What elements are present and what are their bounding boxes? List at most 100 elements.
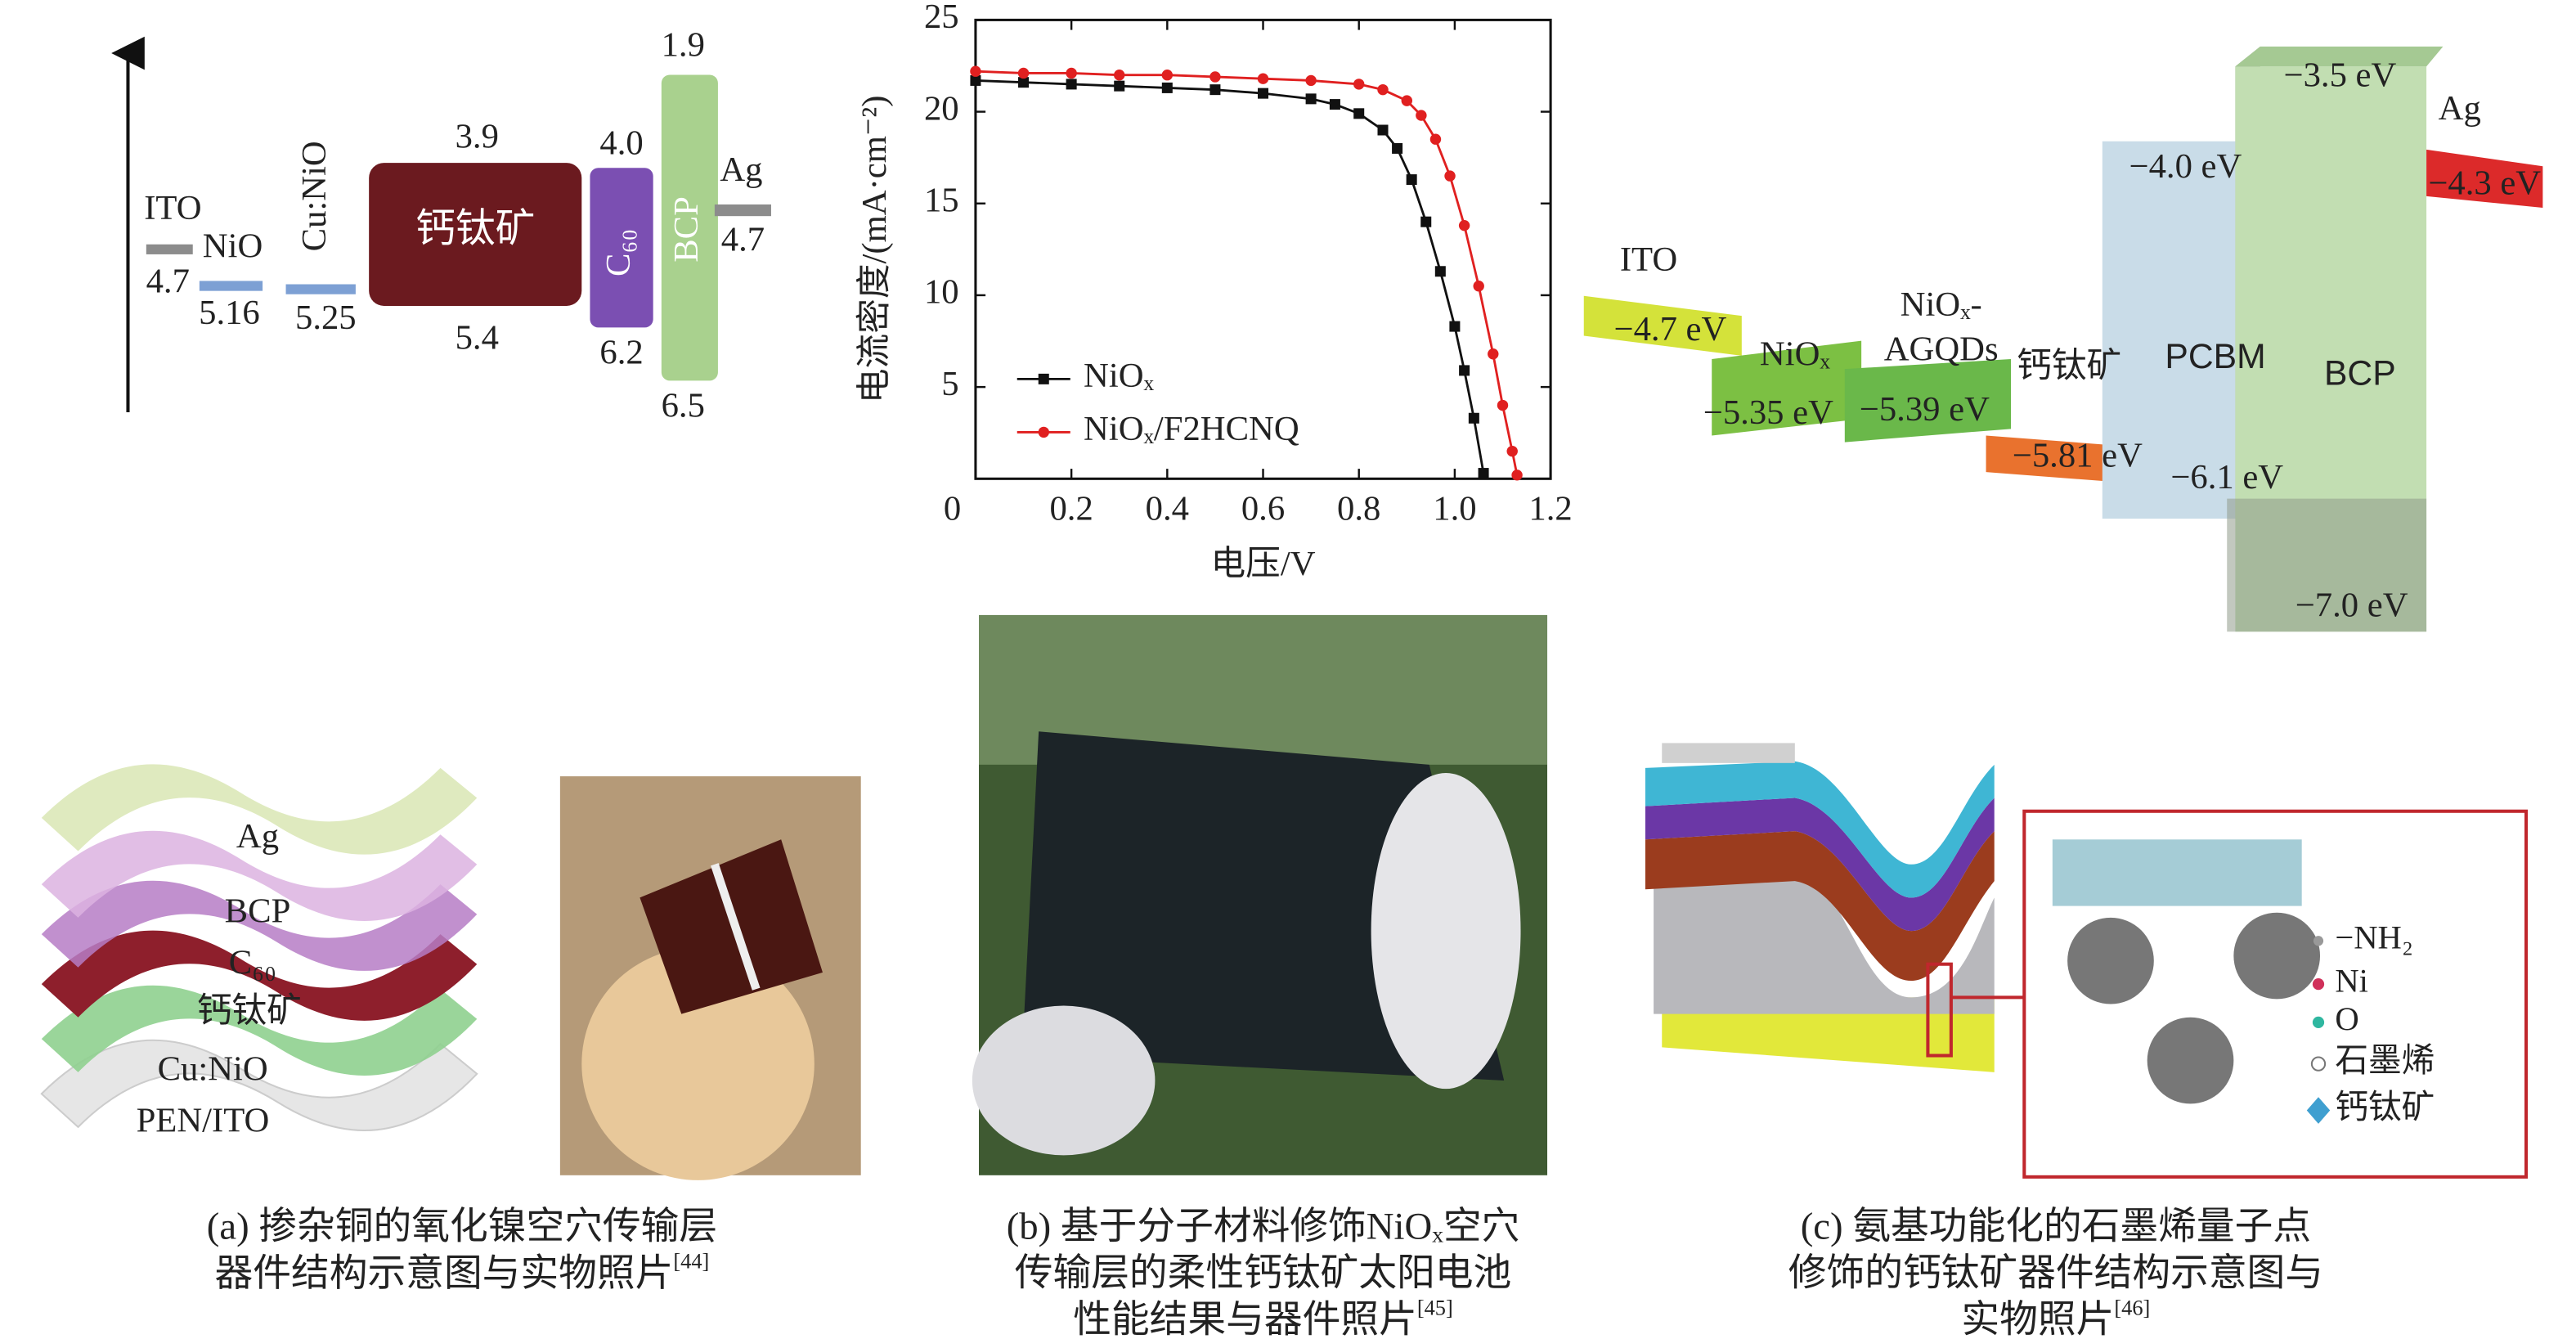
level-value: 4.7 <box>721 221 765 259</box>
level-value: −5.35 eV <box>1703 393 1833 432</box>
substrate <box>1662 997 1995 1072</box>
caption-text: 器件结构示意图与实物照片 <box>215 1252 674 1295</box>
captions: (a) 掺杂铜的氧化镍空穴传输层 器件结构示意图与实物照片[44] (b) 基于… <box>207 1206 2323 1339</box>
level-label: 钙钛矿 <box>415 207 535 251</box>
level-box <box>369 163 582 306</box>
level-slab <box>1583 295 1742 356</box>
legend-marker <box>1038 373 1049 384</box>
caption-line: 修饰的钙钛矿器件结构示意图与 <box>1788 1252 2323 1295</box>
layer-label: BCP <box>225 892 291 931</box>
point <box>1066 79 1077 90</box>
level-value: −5.39 eV <box>1860 390 1990 429</box>
point <box>1392 142 1403 154</box>
level-column-top <box>2235 46 2444 67</box>
layer-label: Ag <box>236 817 279 856</box>
x-tick-label: 0.6 <box>1241 490 1285 528</box>
photo-a <box>559 776 861 1180</box>
caption-line: 传输层的柔性钙钛矿太阳电池 <box>1015 1252 1512 1295</box>
y-tick-label: 15 <box>924 182 959 220</box>
legend-symbol <box>2313 936 2324 946</box>
panel-c-energy: ITO −4.7 eV NiOₓ −5.35 eV NiOₓ- AGQDs −5… <box>1583 46 2543 632</box>
point <box>1377 83 1389 96</box>
x-axis-label: 电压/V <box>1211 545 1316 583</box>
point <box>1511 470 1523 481</box>
perovskite-lattice <box>2052 839 2302 906</box>
caption-text: 实物照片 <box>1961 1298 2114 1339</box>
point <box>1429 133 1442 145</box>
level-box <box>661 74 718 381</box>
point <box>1353 79 1365 90</box>
point <box>1459 365 1470 376</box>
point <box>970 74 981 86</box>
electrode <box>1662 743 1795 763</box>
glove <box>972 1005 1156 1156</box>
layer <box>41 930 478 1021</box>
level-slab <box>1712 340 1862 436</box>
level-label: NiOₓ <box>1760 335 1830 374</box>
legend-label: 钙钛矿 <box>2335 1089 2435 1126</box>
caption-line: (c) 氨基功能化的石墨烯量子点 <box>1801 1206 2311 1248</box>
point <box>1406 174 1417 186</box>
point <box>1018 77 1030 88</box>
level-slab <box>2426 149 2543 209</box>
level-value: −5.81 eV <box>2013 437 2143 475</box>
y-tick-label: 25 <box>924 0 959 36</box>
y-tick-label: 20 <box>924 89 959 128</box>
level-value: 6.5 <box>662 387 705 425</box>
caption-line: (b) 基于分子材料修饰NiOₓ空穴 <box>1007 1206 1520 1248</box>
level-value: −6.1 eV <box>2170 458 2283 497</box>
legend-symbol <box>2312 1016 2325 1028</box>
y-tick-label: 10 <box>924 273 959 312</box>
level-label: Ag <box>2439 89 2481 128</box>
graphene-dot <box>2147 1017 2234 1104</box>
point <box>1497 399 1509 411</box>
level-value: −4.7 eV <box>1614 310 1727 348</box>
legend-label: NiOₓ/F2HCNQ <box>1084 410 1299 448</box>
level-column <box>2102 141 2236 519</box>
level-label: BCP <box>2324 354 2396 393</box>
graphene-dot <box>2067 917 2154 1004</box>
level-column-shade <box>2227 498 2427 632</box>
point <box>1444 170 1456 182</box>
point <box>1209 84 1221 96</box>
jv-chart: 电压/V 电流密度/(mA·cm⁻²) 0 0.2 0.4 0.6 0.8 1.0 1.2 5… <box>855 0 1573 583</box>
series-line <box>975 70 1519 476</box>
level-box <box>590 168 653 328</box>
point <box>1478 468 1489 479</box>
legend-label: −NH₂ <box>2335 919 2413 956</box>
point <box>1449 321 1461 332</box>
layer-label: PEN/ITO <box>137 1102 270 1140</box>
point <box>1401 95 1413 106</box>
caption-text: 性能结果与器件照片 <box>1073 1298 1417 1339</box>
legend-label: 石墨烯 <box>2335 1042 2435 1079</box>
point <box>1420 216 1432 227</box>
glove <box>581 947 815 1180</box>
y-axis-label: 电流密度/(mA·cm⁻²) <box>855 96 894 404</box>
layer <box>41 985 478 1076</box>
x-tick-label: 0.8 <box>1337 490 1380 528</box>
y-tick-label: 5 <box>941 365 958 403</box>
point <box>1506 445 1518 457</box>
quantum-dot-layer <box>1654 864 1995 1014</box>
level-label: NiO <box>203 227 263 266</box>
point <box>1377 124 1389 136</box>
level-value: 4.7 <box>146 262 190 300</box>
film-edge <box>711 863 761 991</box>
glove <box>1371 773 1521 1090</box>
level-value: −7.0 eV <box>2296 586 2408 625</box>
level-value: −4.3 eV <box>2428 164 2541 202</box>
point <box>1161 82 1173 93</box>
level-label: BCP <box>667 196 706 263</box>
level-bar <box>285 284 356 294</box>
point <box>1257 73 1269 84</box>
x-tick-label: 0 <box>944 490 961 528</box>
legend-marker <box>1038 426 1049 438</box>
level-value: 3.9 <box>456 118 499 156</box>
point <box>1114 80 1125 92</box>
point <box>1488 348 1499 360</box>
caption-ref: [46] <box>2114 1295 2150 1319</box>
layer-label: C₆₀ <box>229 944 276 982</box>
graphene-dot <box>2233 912 2321 1000</box>
caption-ref: [44] <box>673 1249 709 1274</box>
